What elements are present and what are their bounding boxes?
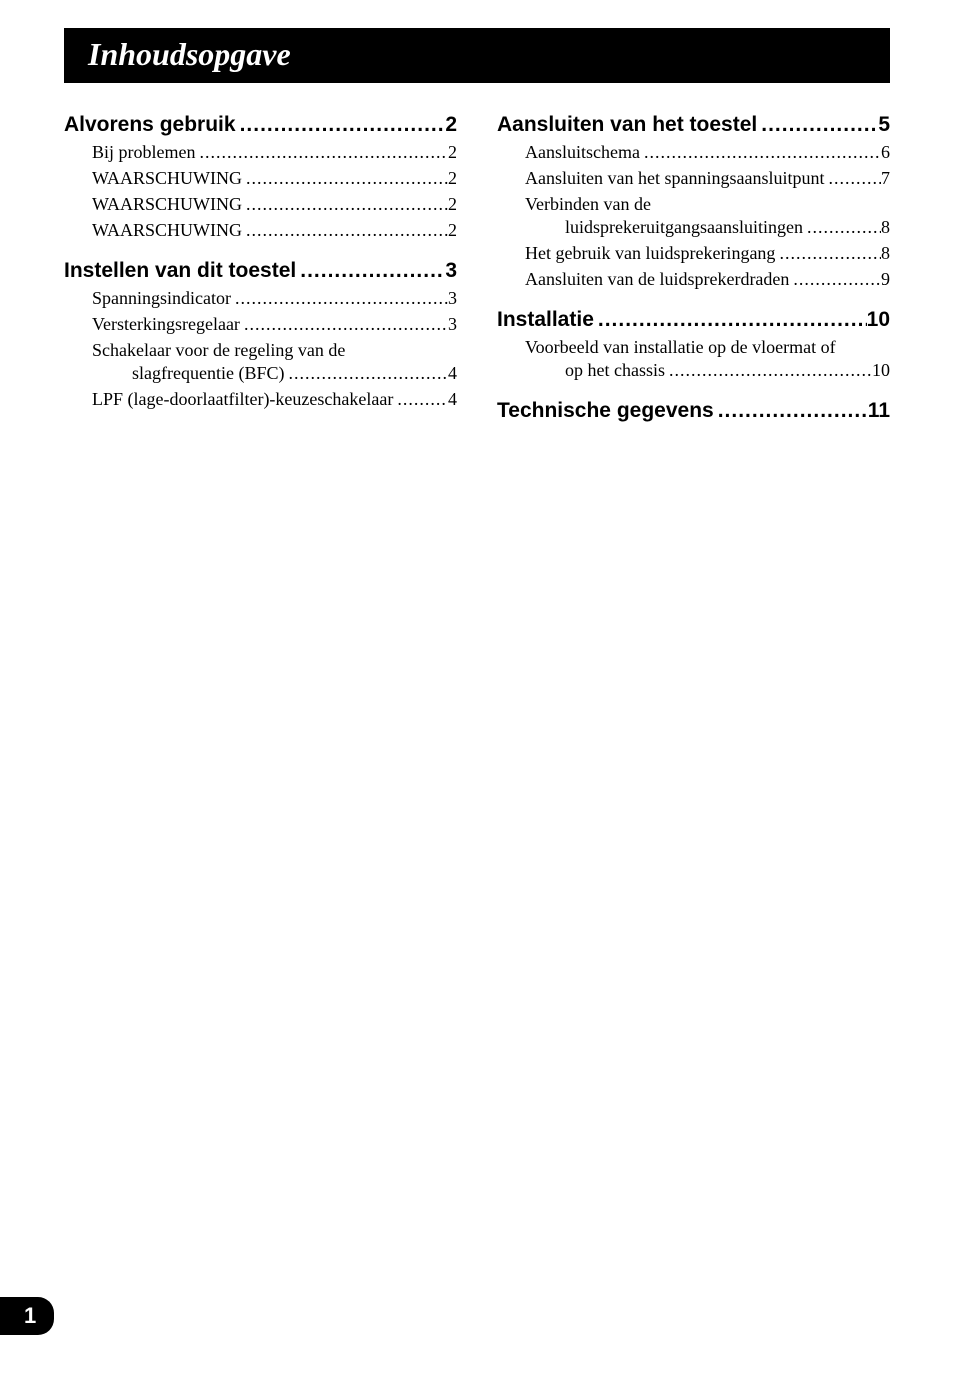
toc-leader bbox=[393, 389, 448, 410]
toc-entry-label: WAARSCHUWING bbox=[64, 168, 242, 189]
toc-entry-page: 2 bbox=[448, 194, 457, 215]
toc-leader bbox=[789, 269, 881, 290]
toc-entry-label: Bij problemen bbox=[64, 142, 195, 163]
toc-leader bbox=[236, 113, 446, 137]
toc-entry-label: slagfrequentie (BFC) bbox=[64, 363, 284, 384]
toc-entry-label-wrap: Verbinden van de bbox=[497, 194, 890, 215]
toc-section-page: 10 bbox=[867, 308, 890, 332]
toc-entry-page: 6 bbox=[881, 142, 890, 163]
toc-section-label: Alvorens gebruik bbox=[64, 113, 236, 137]
page-number: 1 bbox=[24, 1303, 36, 1328]
toc-section: Installatie 10 bbox=[497, 308, 890, 332]
toc-entry: WAARSCHUWING 2 bbox=[64, 194, 457, 215]
toc-section-page: 3 bbox=[445, 259, 457, 283]
toc-entry-label: WAARSCHUWING bbox=[64, 194, 242, 215]
toc-entry-page: 2 bbox=[448, 142, 457, 163]
page-number-tab: 1 bbox=[0, 1297, 54, 1335]
toc-left-column: Alvorens gebruik 2 Bij problemen 2 WAARS… bbox=[64, 113, 457, 428]
toc-section: Instellen van dit toestel 3 bbox=[64, 259, 457, 283]
toc-entry: Spanningsindicator 3 bbox=[64, 288, 457, 309]
toc-leader bbox=[665, 360, 872, 381]
toc-section: Alvorens gebruik 2 bbox=[64, 113, 457, 137]
toc-leader bbox=[640, 142, 881, 163]
toc-entry-page: 7 bbox=[881, 168, 890, 189]
toc-entry: Aansluitschema 6 bbox=[497, 142, 890, 163]
toc-leader bbox=[296, 259, 445, 283]
toc-entry-label: LPF (lage-doorlaatfilter)-keuzeschakelaa… bbox=[64, 389, 393, 410]
toc-entry: Aansluiten van de luidsprekerdraden 9 bbox=[497, 269, 890, 290]
toc-entry: WAARSCHUWING 2 bbox=[64, 168, 457, 189]
toc-leader bbox=[242, 194, 448, 215]
toc-leader bbox=[231, 288, 448, 309]
toc-entry-label-wrap: Voorbeeld van installatie op de vloermat… bbox=[497, 337, 890, 358]
page-title: Inhoudsopgave bbox=[88, 36, 291, 72]
toc-leader bbox=[242, 220, 448, 241]
toc-entry-label: Spanningsindicator bbox=[64, 288, 231, 309]
toc-entry-page: 2 bbox=[448, 220, 457, 241]
toc-section-label: Technische gegevens bbox=[497, 399, 714, 423]
toc-leader bbox=[284, 363, 448, 384]
toc-leader bbox=[775, 243, 881, 264]
toc-entry: slagfrequentie (BFC) 4 bbox=[64, 363, 457, 384]
toc-leader bbox=[714, 399, 868, 423]
toc-section: Technische gegevens 11 bbox=[497, 399, 890, 423]
toc-entry-label: Het gebruik van luidsprekeringang bbox=[497, 243, 775, 264]
toc-entry-page: 3 bbox=[448, 288, 457, 309]
toc-section-page: 5 bbox=[878, 113, 890, 137]
toc-entry-page: 4 bbox=[448, 389, 457, 410]
toc-entry-page: 4 bbox=[448, 363, 457, 384]
toc-entry: Bij problemen 2 bbox=[64, 142, 457, 163]
toc-entry-page: 9 bbox=[881, 269, 890, 290]
toc-entry: LPF (lage-doorlaatfilter)-keuzeschakelaa… bbox=[64, 389, 457, 410]
toc-right-column: Aansluiten van het toestel 5 Aansluitsch… bbox=[497, 113, 890, 428]
toc-columns: Alvorens gebruik 2 Bij problemen 2 WAARS… bbox=[0, 113, 954, 428]
toc-leader bbox=[240, 314, 448, 335]
page-title-bar: Inhoudsopgave bbox=[64, 28, 890, 83]
toc-leader bbox=[195, 142, 448, 163]
toc-entry: Aansluiten van het spanningsaansluitpunt… bbox=[497, 168, 890, 189]
toc-section-page: 2 bbox=[445, 113, 457, 137]
toc-entry: WAARSCHUWING 2 bbox=[64, 220, 457, 241]
toc-section: Aansluiten van het toestel 5 bbox=[497, 113, 890, 137]
toc-leader bbox=[594, 308, 867, 332]
toc-entry-label: Aansluiten van de luidsprekerdraden bbox=[497, 269, 789, 290]
toc-entry-label: WAARSCHUWING bbox=[64, 220, 242, 241]
toc-entry-page: 10 bbox=[872, 360, 890, 381]
toc-entry: luidsprekeruitgangsaansluitingen 8 bbox=[497, 217, 890, 238]
toc-leader bbox=[803, 217, 881, 238]
toc-entry: Het gebruik van luidsprekeringang 8 bbox=[497, 243, 890, 264]
toc-entry-label-wrap: Schakelaar voor de regeling van de bbox=[64, 340, 457, 361]
toc-leader bbox=[757, 113, 878, 137]
toc-section-label: Instellen van dit toestel bbox=[64, 259, 296, 283]
toc-entry-label: Aansluiten van het spanningsaansluitpunt bbox=[497, 168, 824, 189]
toc-leader bbox=[242, 168, 448, 189]
toc-entry-page: 3 bbox=[448, 314, 457, 335]
toc-section-label: Aansluiten van het toestel bbox=[497, 113, 757, 137]
toc-entry: Versterkingsregelaar 3 bbox=[64, 314, 457, 335]
toc-section-label: Installatie bbox=[497, 308, 594, 332]
toc-entry: op het chassis 10 bbox=[497, 360, 890, 381]
toc-entry-label: luidsprekeruitgangsaansluitingen bbox=[497, 217, 803, 238]
toc-entry-label: Aansluitschema bbox=[497, 142, 640, 163]
toc-entry-page: 8 bbox=[881, 243, 890, 264]
toc-entry-label: op het chassis bbox=[497, 360, 665, 381]
toc-entry-page: 8 bbox=[881, 217, 890, 238]
toc-entry-page: 2 bbox=[448, 168, 457, 189]
toc-leader bbox=[824, 168, 881, 189]
toc-section-page: 11 bbox=[868, 399, 890, 423]
toc-entry-label: Versterkingsregelaar bbox=[64, 314, 240, 335]
